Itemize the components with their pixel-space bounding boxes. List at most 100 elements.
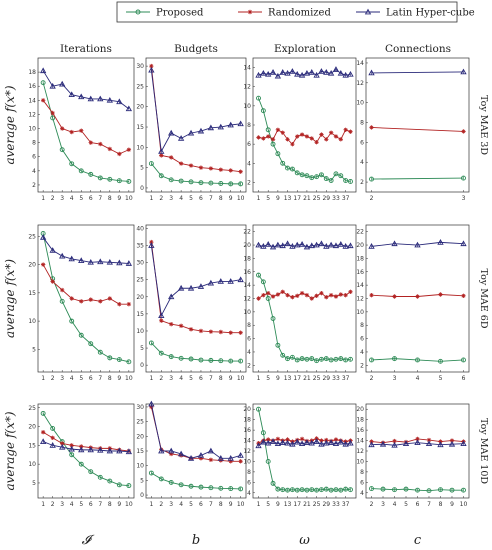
- ytick-label: 4: [247, 160, 251, 167]
- xtick-label: 10: [125, 195, 133, 202]
- data-point: [265, 290, 271, 296]
- xtick-label: 1: [41, 501, 45, 508]
- data-point: [69, 318, 75, 324]
- data-point: [269, 438, 277, 444]
- xtick-label: 10: [125, 501, 133, 508]
- data-point: [369, 292, 374, 298]
- xtick-label: 6: [462, 375, 466, 382]
- data-point: [368, 441, 375, 448]
- x-axis-label-3: c: [414, 533, 422, 548]
- ytick-label: 14: [243, 65, 251, 72]
- ytick-label: 12: [28, 111, 36, 118]
- data-point: [218, 167, 224, 172]
- xtick-label: 4: [416, 375, 420, 382]
- data-point: [88, 341, 94, 347]
- data-point: [148, 400, 155, 407]
- data-point: [342, 71, 349, 78]
- xtick-label: 8: [108, 375, 112, 382]
- data-point: [148, 340, 154, 346]
- series-line-randomized: [42, 431, 129, 452]
- data-point: [158, 476, 164, 482]
- ytick-label: 10: [136, 144, 144, 151]
- data-point: [323, 243, 330, 249]
- data-point: [148, 66, 155, 73]
- series-line-randomized: [150, 406, 241, 462]
- xtick-label: 9: [450, 501, 454, 508]
- data-point: [438, 358, 443, 364]
- data-point: [168, 293, 175, 300]
- data-point: [158, 447, 165, 454]
- data-point: [415, 357, 420, 363]
- ytick-label: 8: [247, 122, 251, 129]
- data-point: [269, 243, 277, 250]
- data-point: [49, 442, 56, 448]
- data-point: [265, 134, 271, 139]
- data-point: [88, 140, 93, 145]
- data-point: [415, 487, 420, 493]
- data-point: [265, 439, 272, 446]
- data-point: [275, 436, 281, 442]
- ytick-label: 18: [243, 417, 251, 424]
- series-line-randomized: [42, 264, 129, 305]
- xtick-label: 8: [219, 375, 223, 382]
- data-point: [460, 68, 467, 75]
- ytick-label: 6: [32, 154, 36, 161]
- data-point: [333, 437, 339, 442]
- xtick-label: 5: [189, 195, 193, 202]
- ytick-label: 14: [356, 438, 364, 445]
- data-point: [260, 438, 267, 445]
- ytick-label: 16: [243, 269, 251, 276]
- ytick-label: 5: [140, 165, 144, 172]
- data-point: [187, 129, 195, 136]
- ytick-label: 6: [360, 479, 364, 486]
- xtick-label: 2: [51, 375, 55, 382]
- ytick-label: 10: [28, 126, 36, 133]
- data-point: [369, 125, 374, 130]
- ytick-label: 10: [136, 463, 144, 470]
- data-point: [116, 482, 122, 488]
- series-line-latin-hyper-cube: [42, 237, 129, 264]
- data-point: [78, 257, 85, 263]
- data-point: [324, 294, 329, 300]
- data-point: [68, 91, 75, 98]
- ytick-label: 10: [243, 103, 251, 110]
- data-point: [314, 174, 320, 180]
- data-point: [265, 458, 271, 464]
- xtick-label: 3: [381, 501, 385, 508]
- data-point: [228, 330, 233, 335]
- data-point: [309, 356, 315, 362]
- data-point: [392, 356, 397, 362]
- data-point: [168, 321, 174, 327]
- data-point: [391, 240, 398, 247]
- data-point: [40, 410, 46, 416]
- data-point: [97, 175, 103, 181]
- xtick-label: 3: [60, 501, 64, 508]
- data-point: [332, 440, 340, 447]
- data-point: [148, 470, 154, 476]
- xtick-label: 5: [266, 195, 270, 202]
- data-point: [68, 445, 75, 452]
- data-point: [461, 129, 466, 134]
- xtick-label: 6: [416, 501, 420, 508]
- panel-frame: [37, 57, 135, 193]
- ytick-label: 30: [136, 404, 144, 411]
- data-point: [238, 169, 243, 174]
- data-point: [88, 297, 93, 302]
- data-point: [79, 299, 84, 304]
- xtick-label: 7: [98, 195, 102, 202]
- xtick-label: 33: [332, 501, 340, 508]
- ytick-label: 10: [356, 309, 364, 316]
- xtick-label: 21: [303, 375, 311, 382]
- ytick-label: 30: [136, 260, 144, 267]
- data-point: [270, 137, 276, 142]
- data-point: [294, 170, 300, 176]
- data-point: [333, 487, 339, 493]
- xtick-label: 9: [229, 375, 233, 382]
- data-point: [403, 486, 409, 492]
- data-point: [50, 425, 56, 431]
- ytick-label: 4: [247, 349, 251, 356]
- data-point: [337, 69, 344, 76]
- data-point: [298, 241, 306, 247]
- xtick-label: 3: [169, 375, 173, 382]
